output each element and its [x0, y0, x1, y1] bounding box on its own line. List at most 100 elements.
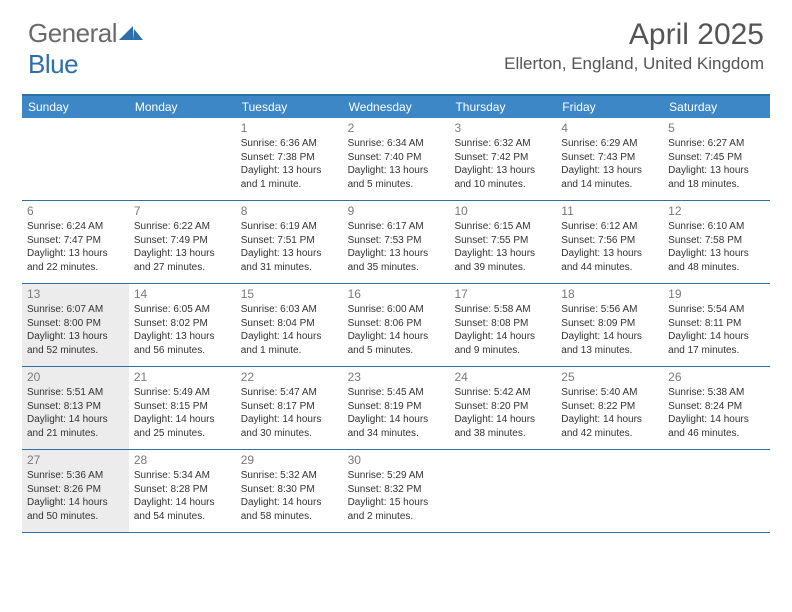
day-number: 11	[561, 203, 658, 219]
calendar: Sunday Monday Tuesday Wednesday Thursday…	[22, 94, 770, 533]
daylight-line: Daylight: 15 hours and 2 minutes.	[348, 496, 445, 523]
sunrise-line: Sunrise: 5:42 AM	[454, 386, 551, 400]
day-cell: 3Sunrise: 6:32 AMSunset: 7:42 PMDaylight…	[449, 118, 556, 200]
sunrise-line: Sunrise: 6:29 AM	[561, 137, 658, 151]
sunset-line: Sunset: 7:51 PM	[241, 234, 338, 248]
daylight-line: Daylight: 13 hours and 52 minutes.	[27, 330, 124, 357]
day-cell: 6Sunrise: 6:24 AMSunset: 7:47 PMDaylight…	[22, 201, 129, 283]
sunset-line: Sunset: 8:30 PM	[241, 483, 338, 497]
day-cell	[449, 450, 556, 532]
sunset-line: Sunset: 8:26 PM	[27, 483, 124, 497]
logo-blue: Blue	[28, 49, 78, 79]
sunrise-line: Sunrise: 5:36 AM	[27, 469, 124, 483]
sunset-line: Sunset: 7:58 PM	[668, 234, 765, 248]
week-row: 13Sunrise: 6:07 AMSunset: 8:00 PMDayligh…	[22, 284, 770, 367]
sunset-line: Sunset: 8:32 PM	[348, 483, 445, 497]
day-number: 29	[241, 452, 338, 468]
sunrise-line: Sunrise: 5:58 AM	[454, 303, 551, 317]
sunset-line: Sunset: 8:11 PM	[668, 317, 765, 331]
daylight-line: Daylight: 14 hours and 5 minutes.	[348, 330, 445, 357]
day-cell: 8Sunrise: 6:19 AMSunset: 7:51 PMDaylight…	[236, 201, 343, 283]
day-header-tue: Tuesday	[236, 96, 343, 118]
daylight-line: Daylight: 14 hours and 9 minutes.	[454, 330, 551, 357]
daylight-line: Daylight: 13 hours and 56 minutes.	[134, 330, 231, 357]
day-cell	[663, 450, 770, 532]
day-number: 4	[561, 120, 658, 136]
day-number: 22	[241, 369, 338, 385]
sunrise-line: Sunrise: 6:24 AM	[27, 220, 124, 234]
daylight-line: Daylight: 13 hours and 10 minutes.	[454, 164, 551, 191]
day-number: 19	[668, 286, 765, 302]
day-header-wed: Wednesday	[343, 96, 450, 118]
day-cell: 17Sunrise: 5:58 AMSunset: 8:08 PMDayligh…	[449, 284, 556, 366]
sunset-line: Sunset: 7:55 PM	[454, 234, 551, 248]
day-number: 17	[454, 286, 551, 302]
day-number: 20	[27, 369, 124, 385]
title-block: April 2025 Ellerton, England, United Kin…	[504, 18, 764, 74]
sunset-line: Sunset: 7:49 PM	[134, 234, 231, 248]
sunset-line: Sunset: 7:47 PM	[27, 234, 124, 248]
daylight-line: Daylight: 14 hours and 25 minutes.	[134, 413, 231, 440]
day-number: 5	[668, 120, 765, 136]
sunrise-line: Sunrise: 5:32 AM	[241, 469, 338, 483]
day-cell: 24Sunrise: 5:42 AMSunset: 8:20 PMDayligh…	[449, 367, 556, 449]
day-header-sat: Saturday	[663, 96, 770, 118]
logo: General Blue	[28, 18, 145, 80]
sunset-line: Sunset: 8:17 PM	[241, 400, 338, 414]
daylight-line: Daylight: 14 hours and 42 minutes.	[561, 413, 658, 440]
location: Ellerton, England, United Kingdom	[504, 54, 764, 74]
day-cell	[22, 118, 129, 200]
sunset-line: Sunset: 7:38 PM	[241, 151, 338, 165]
day-number: 30	[348, 452, 445, 468]
day-header-thu: Thursday	[449, 96, 556, 118]
daylight-line: Daylight: 13 hours and 44 minutes.	[561, 247, 658, 274]
logo-icon	[119, 24, 145, 47]
daylight-line: Daylight: 14 hours and 38 minutes.	[454, 413, 551, 440]
day-number: 9	[348, 203, 445, 219]
daylight-line: Daylight: 14 hours and 13 minutes.	[561, 330, 658, 357]
daylight-line: Daylight: 13 hours and 31 minutes.	[241, 247, 338, 274]
day-cell: 2Sunrise: 6:34 AMSunset: 7:40 PMDaylight…	[343, 118, 450, 200]
sunrise-line: Sunrise: 6:07 AM	[27, 303, 124, 317]
sunset-line: Sunset: 7:45 PM	[668, 151, 765, 165]
month-title: April 2025	[504, 18, 764, 52]
day-number: 12	[668, 203, 765, 219]
sunset-line: Sunset: 7:40 PM	[348, 151, 445, 165]
day-cell: 4Sunrise: 6:29 AMSunset: 7:43 PMDaylight…	[556, 118, 663, 200]
week-row: 20Sunrise: 5:51 AMSunset: 8:13 PMDayligh…	[22, 367, 770, 450]
sunrise-line: Sunrise: 6:32 AM	[454, 137, 551, 151]
day-cell: 21Sunrise: 5:49 AMSunset: 8:15 PMDayligh…	[129, 367, 236, 449]
logo-general: General	[28, 18, 117, 48]
sunrise-line: Sunrise: 5:56 AM	[561, 303, 658, 317]
sunset-line: Sunset: 8:09 PM	[561, 317, 658, 331]
daylight-line: Daylight: 14 hours and 46 minutes.	[668, 413, 765, 440]
day-number: 2	[348, 120, 445, 136]
day-header-row: Sunday Monday Tuesday Wednesday Thursday…	[22, 96, 770, 118]
day-cell: 12Sunrise: 6:10 AMSunset: 7:58 PMDayligh…	[663, 201, 770, 283]
week-row: 1Sunrise: 6:36 AMSunset: 7:38 PMDaylight…	[22, 118, 770, 201]
sunrise-line: Sunrise: 6:17 AM	[348, 220, 445, 234]
daylight-line: Daylight: 13 hours and 14 minutes.	[561, 164, 658, 191]
day-cell: 20Sunrise: 5:51 AMSunset: 8:13 PMDayligh…	[22, 367, 129, 449]
daylight-line: Daylight: 14 hours and 1 minute.	[241, 330, 338, 357]
sunrise-line: Sunrise: 6:03 AM	[241, 303, 338, 317]
sunrise-line: Sunrise: 6:34 AM	[348, 137, 445, 151]
daylight-line: Daylight: 13 hours and 27 minutes.	[134, 247, 231, 274]
sunset-line: Sunset: 8:08 PM	[454, 317, 551, 331]
sunrise-line: Sunrise: 6:10 AM	[668, 220, 765, 234]
sunrise-line: Sunrise: 5:38 AM	[668, 386, 765, 400]
day-cell	[556, 450, 663, 532]
day-cell: 16Sunrise: 6:00 AMSunset: 8:06 PMDayligh…	[343, 284, 450, 366]
day-cell: 9Sunrise: 6:17 AMSunset: 7:53 PMDaylight…	[343, 201, 450, 283]
daylight-line: Daylight: 13 hours and 48 minutes.	[668, 247, 765, 274]
sunset-line: Sunset: 8:02 PM	[134, 317, 231, 331]
logo-text: General Blue	[28, 18, 145, 80]
sunrise-line: Sunrise: 5:47 AM	[241, 386, 338, 400]
daylight-line: Daylight: 14 hours and 54 minutes.	[134, 496, 231, 523]
day-header-mon: Monday	[129, 96, 236, 118]
weeks-container: 1Sunrise: 6:36 AMSunset: 7:38 PMDaylight…	[22, 118, 770, 533]
daylight-line: Daylight: 14 hours and 34 minutes.	[348, 413, 445, 440]
daylight-line: Daylight: 14 hours and 21 minutes.	[27, 413, 124, 440]
sunset-line: Sunset: 8:04 PM	[241, 317, 338, 331]
daylight-line: Daylight: 13 hours and 35 minutes.	[348, 247, 445, 274]
